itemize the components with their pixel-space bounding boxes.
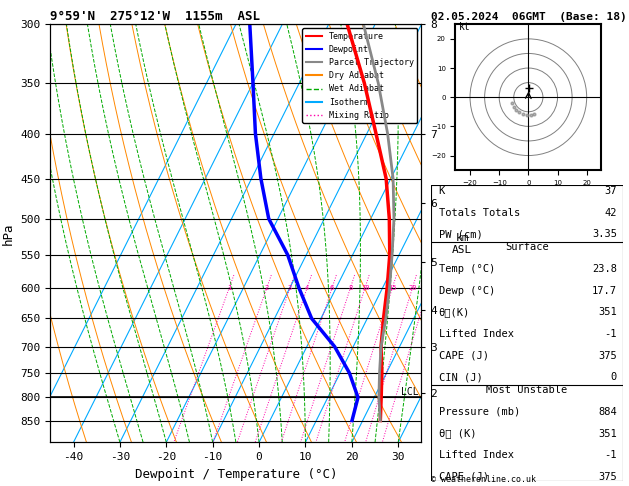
Text: 02.05.2024  06GMT  (Base: 18): 02.05.2024 06GMT (Base: 18) [431,12,626,22]
Text: 20: 20 [408,285,416,291]
Text: PW (cm): PW (cm) [438,229,482,240]
Text: -1: -1 [604,329,617,339]
Text: -1: -1 [604,450,617,460]
Text: Temp (°C): Temp (°C) [438,264,495,274]
Text: θᴇ(K): θᴇ(K) [438,307,470,317]
Text: © weatheronline.co.uk: © weatheronline.co.uk [431,474,536,484]
Text: CIN (J): CIN (J) [438,372,482,382]
Text: Surface: Surface [505,243,548,252]
Legend: Temperature, Dewpoint, Parcel Trajectory, Dry Adiabat, Wet Adiabat, Isotherm, Mi: Temperature, Dewpoint, Parcel Trajectory… [303,29,417,123]
Text: CAPE (J): CAPE (J) [438,350,489,361]
Y-axis label: km
ASL: km ASL [452,233,472,255]
Text: LCL: LCL [401,387,419,398]
Text: 3.35: 3.35 [592,229,617,240]
Text: Pressure (mb): Pressure (mb) [438,407,520,417]
Text: 17.7: 17.7 [592,286,617,295]
Text: kt: kt [459,22,470,32]
Text: K: K [438,186,445,196]
Text: 6: 6 [330,285,334,291]
Text: CAPE (J): CAPE (J) [438,472,489,482]
Y-axis label: hPa: hPa [2,222,15,244]
Text: 0: 0 [611,372,617,382]
Text: 9°59'N  275°12'W  1155m  ASL: 9°59'N 275°12'W 1155m ASL [50,10,260,23]
Text: Most Unstable: Most Unstable [486,385,567,395]
Text: 884: 884 [598,407,617,417]
Text: 3: 3 [288,285,292,291]
Text: 375: 375 [598,472,617,482]
Text: 2: 2 [265,285,269,291]
Text: θᴇ (K): θᴇ (K) [438,429,476,438]
Text: Lifted Index: Lifted Index [438,450,513,460]
Text: 4: 4 [305,285,309,291]
Text: 10: 10 [361,285,369,291]
X-axis label: Dewpoint / Temperature (°C): Dewpoint / Temperature (°C) [135,468,337,481]
Text: Totals Totals: Totals Totals [438,208,520,218]
Text: 351: 351 [598,429,617,438]
Text: 8: 8 [348,285,352,291]
Text: 23.8: 23.8 [592,264,617,274]
Text: Dewp (°C): Dewp (°C) [438,286,495,295]
Text: 37: 37 [604,186,617,196]
Text: 42: 42 [604,208,617,218]
Text: 375: 375 [598,350,617,361]
Text: Lifted Index: Lifted Index [438,329,513,339]
Text: 351: 351 [598,307,617,317]
Text: 1: 1 [227,285,231,291]
Text: 15: 15 [388,285,397,291]
